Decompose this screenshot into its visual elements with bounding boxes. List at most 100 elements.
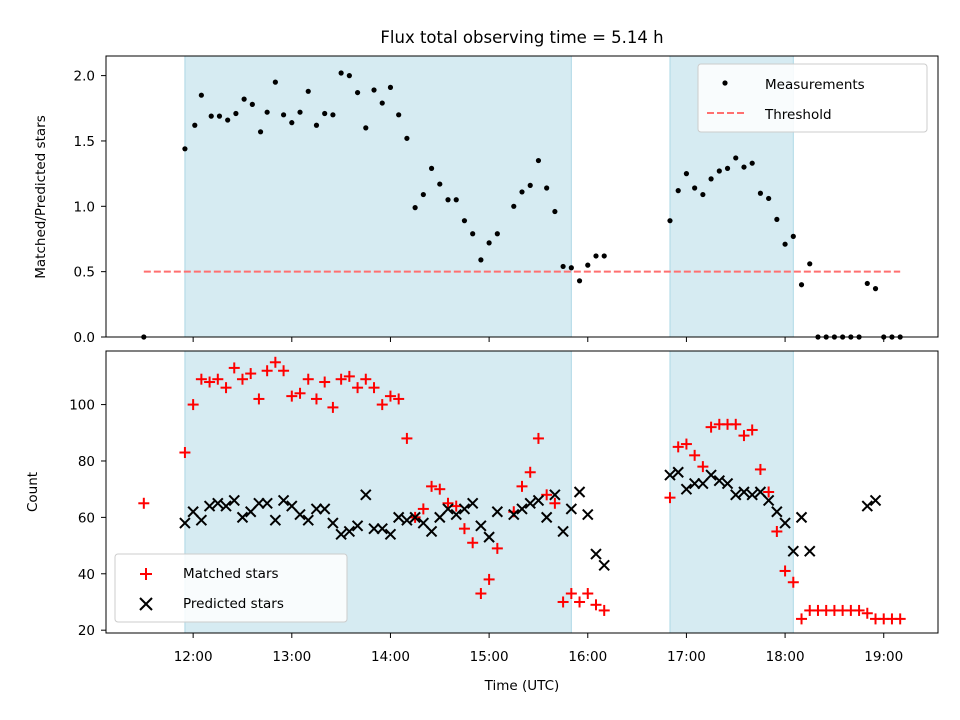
predicted-star-point-6 bbox=[228, 494, 240, 507]
matched-star-point-3 bbox=[195, 373, 207, 385]
predicted-stars-legend-marker bbox=[139, 597, 153, 611]
predicted-star-point-42 bbox=[532, 494, 545, 507]
matched-star-point-44 bbox=[541, 489, 553, 501]
measurement-point-59 bbox=[724, 165, 731, 171]
predicted-star-point-60 bbox=[738, 486, 750, 498]
top-y-tick-label-1: 0.5 bbox=[74, 265, 95, 281]
measurement-point-41 bbox=[519, 189, 525, 195]
predicted-star-point-30 bbox=[425, 525, 438, 538]
measurement-point-33 bbox=[445, 197, 451, 203]
bottom-y-tick-label-2: 60 bbox=[78, 510, 95, 526]
x-tick-label-2: 14:00 bbox=[371, 649, 410, 665]
matched-star-point-50 bbox=[590, 599, 602, 611]
measurement-point-3 bbox=[198, 92, 204, 98]
measurement-point-9 bbox=[249, 101, 255, 107]
matched-star-point-0 bbox=[138, 497, 150, 509]
matched-star-point-47 bbox=[565, 588, 577, 600]
measurement-point-13 bbox=[280, 112, 287, 118]
measurement-point-34 bbox=[453, 197, 459, 203]
measurement-point-77 bbox=[872, 286, 879, 292]
measurement-point-5 bbox=[216, 113, 223, 119]
predicted-star-point-18 bbox=[327, 517, 339, 529]
matched-stars-legend-label: Matched stars bbox=[183, 566, 279, 582]
measurement-point-8 bbox=[241, 96, 247, 102]
top-y-tick-label-2: 1.0 bbox=[74, 199, 95, 215]
predicted-star-point-14 bbox=[294, 508, 306, 521]
predicted-star-point-20 bbox=[343, 525, 356, 538]
predicted-star-point-3 bbox=[203, 500, 216, 512]
measurement-point-10 bbox=[257, 129, 264, 135]
top-y-tick-label-3: 1.5 bbox=[74, 134, 95, 150]
matched-star-point-26 bbox=[384, 390, 396, 402]
matched-star-point-67 bbox=[787, 576, 799, 588]
measurement-point-65 bbox=[774, 216, 780, 222]
predicted-star-point-22 bbox=[360, 489, 372, 501]
measurement-point-54 bbox=[683, 171, 690, 177]
predicted-star-point-23 bbox=[368, 522, 380, 535]
predicted-star-point-28 bbox=[409, 511, 421, 524]
predicted-star-point-1 bbox=[187, 506, 199, 518]
predicted-star-point-48 bbox=[582, 508, 594, 521]
matched-star-point-16 bbox=[302, 373, 314, 385]
measurement-point-56 bbox=[700, 191, 706, 198]
measurement-point-25 bbox=[379, 100, 385, 106]
matched-star-point-68 bbox=[796, 613, 808, 625]
top-legend: Measurements Threshold bbox=[697, 63, 928, 133]
matched-star-point-4 bbox=[204, 376, 216, 388]
predicted-star-point-39 bbox=[508, 508, 520, 521]
measurement-point-69 bbox=[807, 261, 813, 267]
predicted-star-point-47 bbox=[573, 486, 586, 498]
predicted-star-point-24 bbox=[376, 522, 388, 535]
matched-star-point-61 bbox=[738, 430, 750, 442]
measurement-point-17 bbox=[313, 122, 320, 128]
matched-star-point-39 bbox=[491, 542, 503, 554]
top-axes-frame bbox=[105, 55, 939, 338]
predicted-star-point-43 bbox=[540, 511, 553, 524]
predicted-star-point-56 bbox=[705, 469, 717, 481]
predicted-star-point-16 bbox=[310, 503, 323, 515]
bottom-panel: 20 40 60 80 100 12:00 13:00 14:00 15:00 16:00 17:… bbox=[25, 350, 939, 694]
predicted-star-point-41 bbox=[524, 497, 536, 509]
matched-star-point-9 bbox=[245, 368, 257, 380]
matched-star-point-5 bbox=[212, 373, 224, 385]
matched-star-point-45 bbox=[549, 497, 561, 509]
threshold-legend-label: Threshold bbox=[764, 107, 832, 123]
bottom-y-tick-label-4: 100 bbox=[69, 398, 95, 414]
predicted-star-point-5 bbox=[220, 500, 232, 512]
measurement-point-28 bbox=[404, 135, 410, 141]
matched-star-point-66 bbox=[779, 565, 791, 577]
measurement-point-47 bbox=[568, 265, 574, 271]
predicted-star-point-67 bbox=[795, 511, 808, 524]
matched-star-point-52 bbox=[664, 492, 676, 504]
bottom-y-tick-label-3: 80 bbox=[78, 454, 95, 470]
top-y-tick-label-4: 2.0 bbox=[74, 69, 95, 85]
predicted-star-point-51 bbox=[664, 469, 676, 481]
x-tick-label-6: 18:00 bbox=[766, 649, 805, 665]
predicted-star-point-25 bbox=[384, 528, 397, 541]
x-tick-label-0: 12:00 bbox=[174, 649, 213, 665]
measurement-point-30 bbox=[420, 191, 426, 198]
bottom-y-ticks: 20 40 60 80 100 bbox=[69, 398, 106, 639]
matched-star-point-43 bbox=[532, 432, 544, 444]
predicted-star-point-35 bbox=[466, 497, 479, 509]
bottom-y-tick-label-0: 20 bbox=[78, 623, 95, 639]
top-x-ticks bbox=[192, 337, 885, 342]
measurement-point-32 bbox=[437, 181, 443, 187]
predicted-star-point-40 bbox=[516, 503, 528, 515]
matched-star-point-63 bbox=[754, 463, 766, 475]
predicted-stars-legend-label: Predicted stars bbox=[183, 596, 284, 612]
measurement-point-18 bbox=[322, 110, 328, 117]
x-tick-label-5: 17:00 bbox=[667, 649, 706, 665]
matched-star-point-7 bbox=[228, 362, 240, 374]
matched-star-point-25 bbox=[376, 399, 388, 411]
predicted-star-point-31 bbox=[434, 511, 446, 524]
matched-star-point-53 bbox=[672, 441, 684, 453]
top-legend-box bbox=[697, 63, 928, 133]
predicted-star-point-57 bbox=[713, 475, 726, 487]
matched-star-point-22 bbox=[352, 382, 364, 394]
matched-star-point-55 bbox=[689, 449, 701, 461]
predicted-star-point-54 bbox=[688, 477, 701, 490]
measurement-point-19 bbox=[330, 112, 336, 118]
bottom-y-tick-label-1: 40 bbox=[78, 567, 95, 583]
predicted-star-point-10 bbox=[261, 497, 273, 509]
